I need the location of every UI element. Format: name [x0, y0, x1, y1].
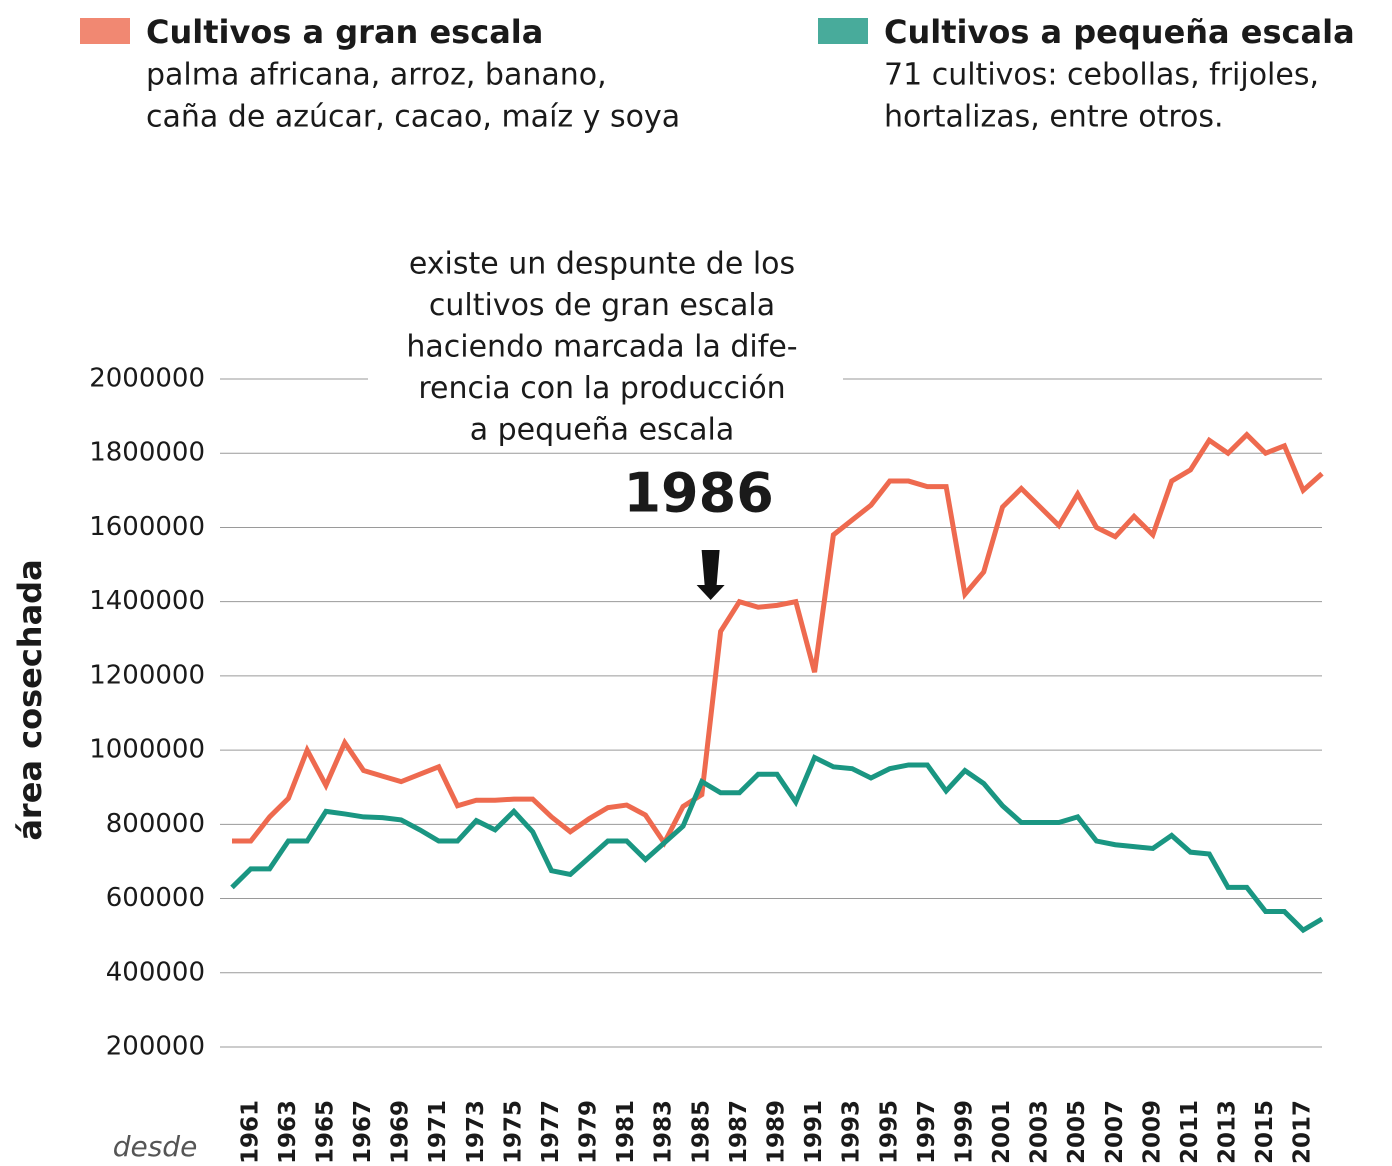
x-tick-label: 2013 [1215, 1100, 1241, 1164]
x-tick-label: 1969 [388, 1100, 414, 1164]
series-line [230, 754, 1324, 934]
x-tick-label: 1967 [350, 1100, 376, 1164]
y-axis-label: área cosechada [11, 559, 49, 840]
y-tick-label: 600000 [106, 883, 205, 913]
x-tick-label: 2017 [1290, 1100, 1316, 1164]
x-tick-label: 2009 [1139, 1100, 1165, 1164]
x-tick-label: 1975 [500, 1100, 526, 1164]
x-tick-label: 2001 [989, 1100, 1015, 1164]
x-axis-note: desde [113, 1130, 198, 1163]
y-tick-label: 1600000 [89, 512, 205, 542]
annotation-text: cultivos de gran escala [429, 288, 775, 323]
x-tick-label: 1977 [538, 1100, 564, 1164]
series-line [232, 431, 1324, 848]
x-tick-label: 1961 [237, 1100, 263, 1164]
legend-note: 71 cultivos: cebollas, frijoles, [884, 58, 1319, 93]
x-tick-label: 1965 [312, 1100, 338, 1164]
x-tick-label: 1963 [275, 1100, 301, 1164]
x-tick-label: 1987 [726, 1100, 752, 1164]
annotation-text: rencia con la producción [418, 371, 785, 406]
y-tick-label: 400000 [106, 957, 205, 987]
x-tick-label: 1999 [951, 1100, 977, 1164]
x-tick-label: 1985 [688, 1100, 714, 1164]
x-tick-label: 2011 [1177, 1100, 1203, 1164]
x-tick-label: 1993 [839, 1100, 865, 1164]
x-tick-label: 1983 [651, 1100, 677, 1164]
x-tick-label: 1973 [463, 1100, 489, 1164]
x-tick-label: 2007 [1102, 1100, 1128, 1164]
y-tick-label: 1400000 [89, 586, 205, 616]
legend-label: Cultivos a pequeña escala [884, 13, 1355, 51]
legend-swatch [818, 18, 868, 44]
annotation-text: haciendo marcada la dife- [406, 330, 797, 365]
y-tick-label: 200000 [106, 1032, 205, 1062]
x-tick-label: 1981 [613, 1100, 639, 1164]
legend-swatch [80, 18, 130, 44]
x-tick-label: 2003 [1027, 1100, 1053, 1164]
x-tick-label: 1979 [576, 1100, 602, 1164]
annotation-text: existe un despunte de los [409, 247, 795, 282]
legend-note: caña de azúcar, cacao, maíz y soya [146, 100, 680, 135]
annotation-arrow [696, 550, 725, 600]
x-tick-label: 2015 [1252, 1100, 1278, 1164]
legend-label: Cultivos a gran escala [146, 13, 543, 51]
x-tick-label: 1991 [801, 1100, 827, 1164]
x-tick-label: 1971 [425, 1100, 451, 1164]
y-tick-label: 1200000 [89, 660, 205, 690]
x-tick-label: 1997 [914, 1100, 940, 1164]
y-tick-label: 2000000 [89, 364, 205, 394]
x-tick-label: 1989 [764, 1100, 790, 1164]
y-tick-label: 800000 [106, 809, 205, 839]
x-tick-label: 1995 [876, 1100, 902, 1164]
y-tick-label: 1800000 [89, 438, 205, 468]
annotation-year: 1986 [623, 462, 773, 525]
y-tick-label: 1000000 [89, 735, 205, 765]
annotation-bg [368, 240, 843, 445]
annotation-text: a pequeña escala [470, 413, 735, 448]
x-tick-label: 2005 [1064, 1100, 1090, 1164]
legend-note: palma africana, arroz, banano, [146, 58, 607, 93]
legend-note: hortalizas, entre otros. [884, 100, 1224, 135]
